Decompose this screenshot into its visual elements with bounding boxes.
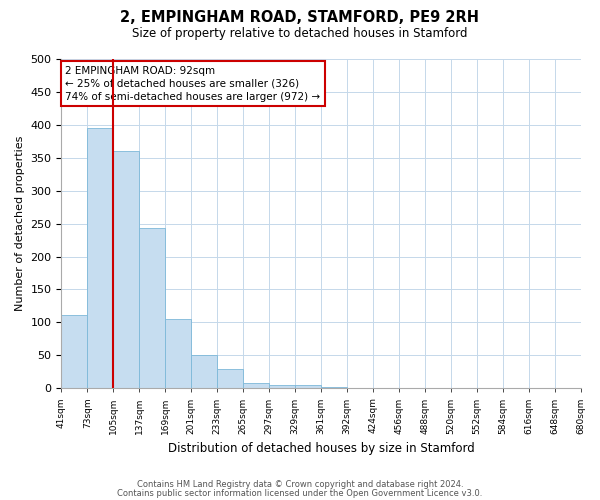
Text: Size of property relative to detached houses in Stamford: Size of property relative to detached ho…	[132, 28, 468, 40]
Bar	[113, 151, 139, 388]
Bar	[269, 385, 295, 388]
Y-axis label: Number of detached properties: Number of detached properties	[15, 136, 25, 312]
Text: Contains HM Land Registry data © Crown copyright and database right 2024.: Contains HM Land Registry data © Crown c…	[137, 480, 463, 489]
Bar	[321, 387, 347, 388]
Bar	[295, 385, 321, 388]
Text: 2, EMPINGHAM ROAD, STAMFORD, PE9 2RH: 2, EMPINGHAM ROAD, STAMFORD, PE9 2RH	[121, 10, 479, 25]
Bar	[165, 319, 191, 388]
Bar	[243, 383, 269, 388]
Text: Contains public sector information licensed under the Open Government Licence v3: Contains public sector information licen…	[118, 488, 482, 498]
Bar	[61, 314, 88, 388]
Bar	[217, 368, 243, 388]
X-axis label: Distribution of detached houses by size in Stamford: Distribution of detached houses by size …	[167, 442, 475, 455]
Bar	[88, 128, 113, 388]
Bar	[139, 228, 165, 388]
Bar	[191, 356, 217, 388]
Text: 2 EMPINGHAM ROAD: 92sqm
← 25% of detached houses are smaller (326)
74% of semi-d: 2 EMPINGHAM ROAD: 92sqm ← 25% of detache…	[65, 66, 320, 102]
